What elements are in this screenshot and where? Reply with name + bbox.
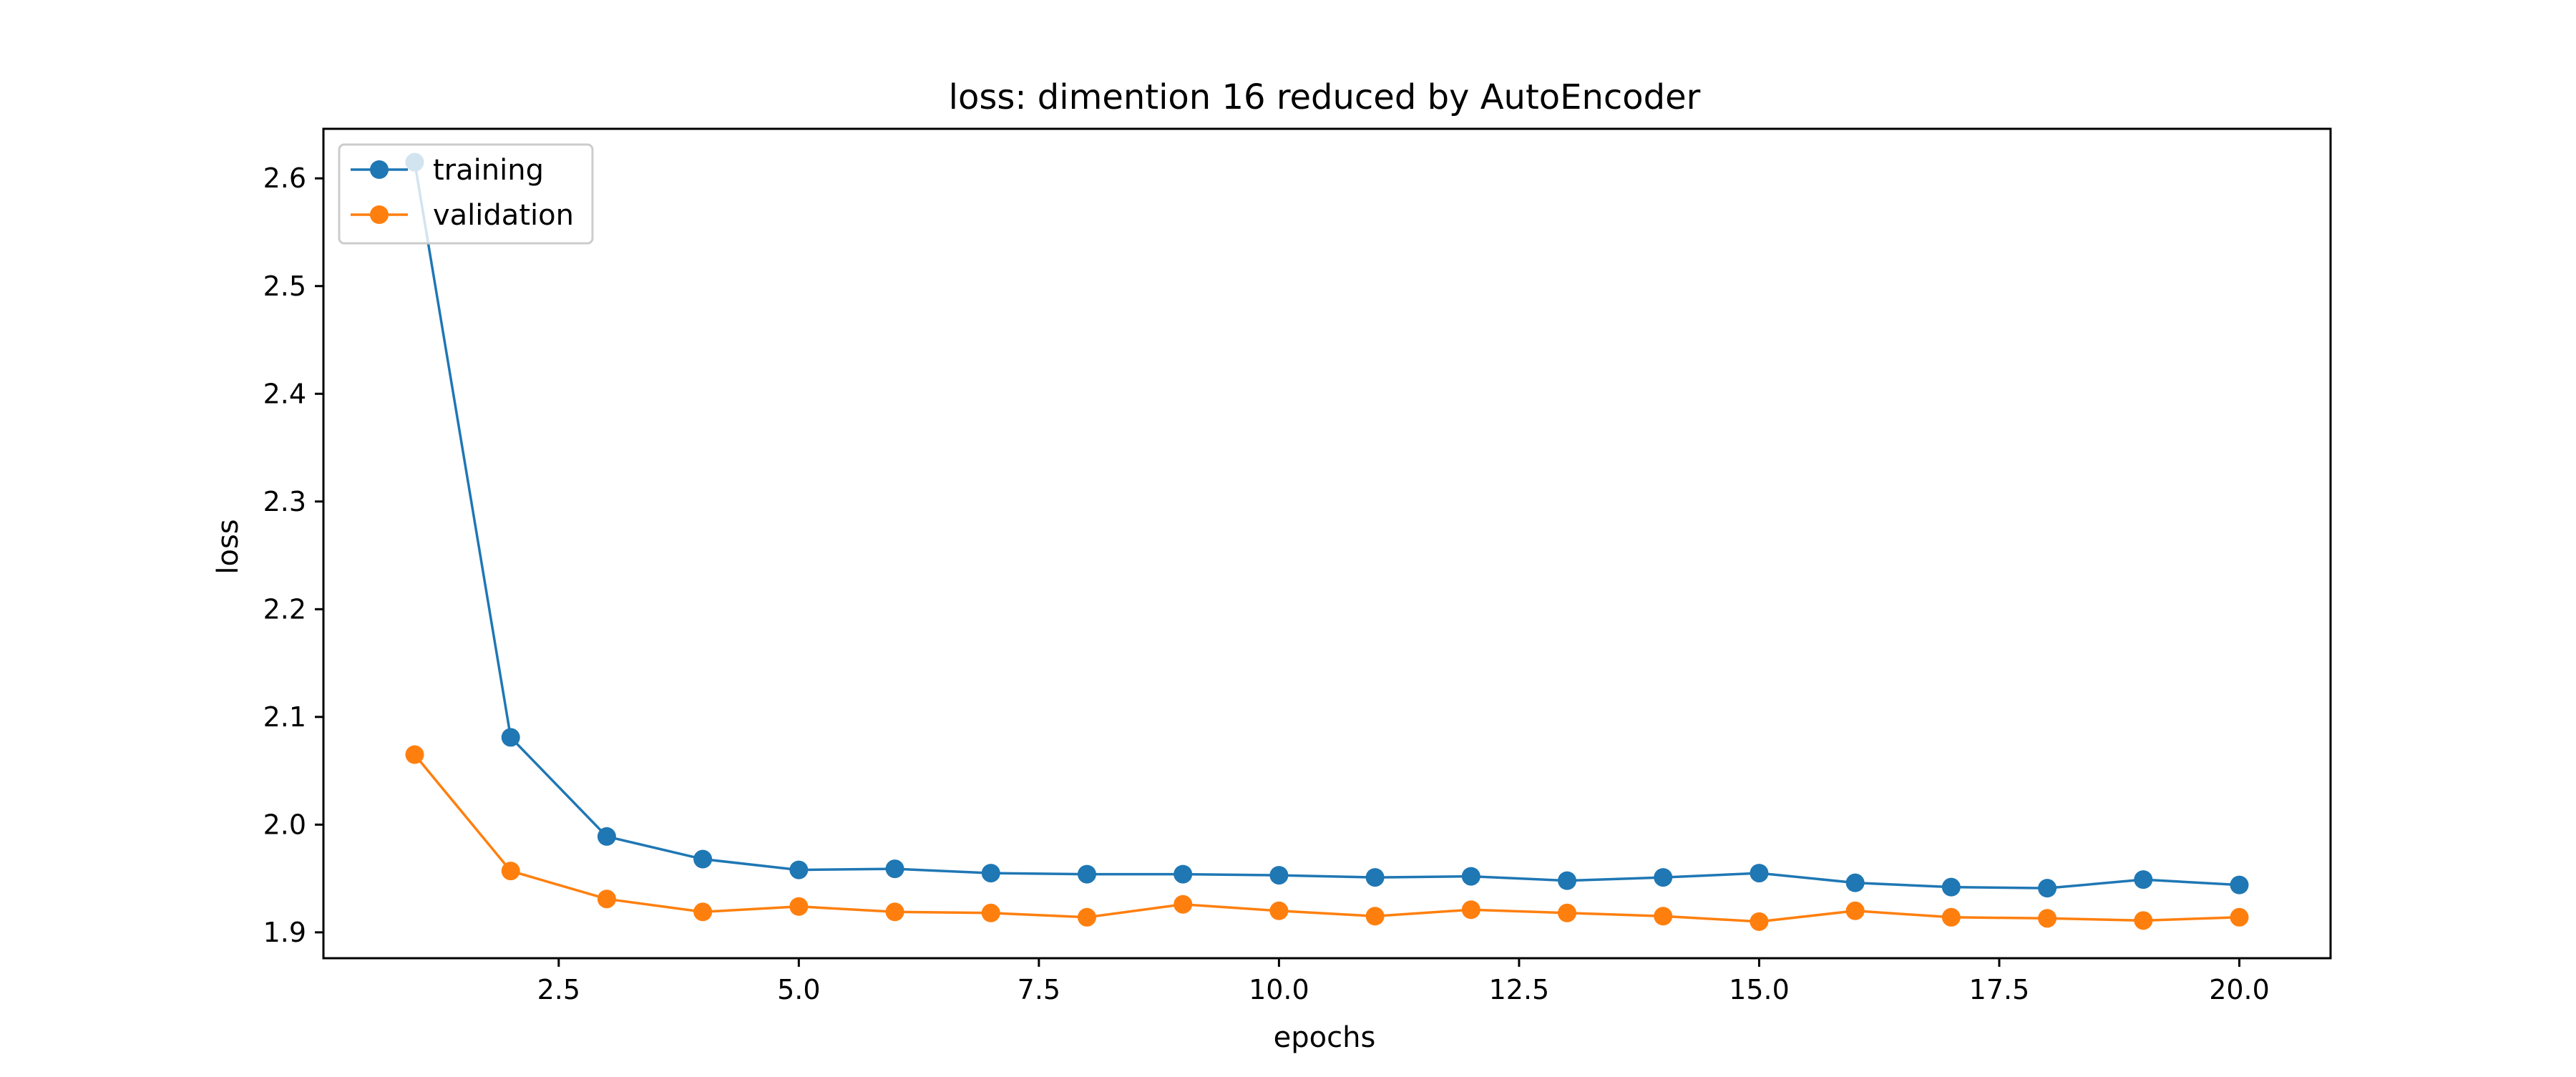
legend-marker-swatch <box>370 205 389 224</box>
data-point-validation <box>1461 900 1480 920</box>
data-point-training <box>2038 879 2057 898</box>
y-tick-label: 2.1 <box>263 701 306 733</box>
data-point-training <box>1269 866 1289 885</box>
series-line-validation <box>414 754 2240 923</box>
data-point-training <box>1654 868 1673 887</box>
x-tick-label: 5.0 <box>777 974 820 1005</box>
data-point-validation <box>1269 901 1289 920</box>
x-tick-label: 7.5 <box>1018 974 1060 1005</box>
x-tick-label: 2.5 <box>537 974 580 1005</box>
data-point-validation <box>597 890 616 909</box>
y-tick-label: 2.6 <box>263 162 306 194</box>
data-point-validation <box>1654 907 1673 926</box>
data-point-training <box>597 827 616 846</box>
plot-area-frame <box>322 127 2332 960</box>
data-point-validation <box>1941 907 1961 927</box>
x-tick-label: 10.0 <box>1249 974 1309 1005</box>
x-axis-label: epochs <box>1274 1021 1376 1054</box>
x-tick-label: 12.5 <box>1489 974 1550 1005</box>
data-point-validation <box>501 862 520 881</box>
series-validation <box>405 745 2249 931</box>
x-tick-label: 20.0 <box>2209 974 2270 1005</box>
data-point-validation <box>693 902 713 922</box>
data-point-validation <box>405 745 424 764</box>
data-point-validation <box>2134 911 2153 930</box>
y-axis-ticks: 1.9 2.0 2.1 2.2 2.3 2.4 2.5 2.6 <box>263 162 323 948</box>
data-point-validation <box>1845 901 1865 920</box>
legend-label: validation <box>433 199 574 232</box>
legend-item-training: training <box>351 154 544 187</box>
chart-title: loss: dimention 16 reduced by AutoEncode… <box>949 77 1701 117</box>
data-point-validation <box>1174 895 1193 914</box>
data-point-training <box>1845 873 1865 892</box>
y-axis-label: loss <box>212 519 245 574</box>
data-point-training <box>789 860 809 879</box>
y-tick-label: 2.3 <box>263 486 306 517</box>
data-point-training <box>1174 864 1193 884</box>
legend-label: training <box>433 154 544 187</box>
data-point-validation <box>1558 903 1577 922</box>
legend-item-validation: validation <box>351 199 574 232</box>
data-point-training <box>981 864 1000 883</box>
data-point-training <box>1750 864 1769 883</box>
x-tick-label: 15.0 <box>1729 974 1790 1005</box>
data-point-validation <box>981 903 1000 922</box>
data-point-validation <box>2038 909 2057 928</box>
data-point-validation <box>885 902 904 922</box>
data-point-validation <box>2230 907 2249 927</box>
legend-items: training validation <box>351 154 574 232</box>
data-point-training <box>1365 868 1385 887</box>
y-tick-label: 2.2 <box>263 593 306 625</box>
data-point-validation <box>789 897 809 916</box>
y-tick-label: 1.9 <box>263 917 306 948</box>
series-line-training <box>413 162 2240 890</box>
data-point-validation <box>1365 907 1385 926</box>
data-point-training <box>693 849 713 869</box>
x-axis-ticks: 2.5 5.0 7.5 10.0 12.5 15.0 17.5 20.0 <box>537 958 2270 1005</box>
data-point-validation <box>1077 907 1096 927</box>
data-point-training <box>501 728 520 747</box>
legend-marker-swatch <box>370 160 389 179</box>
data-point-training <box>2230 875 2249 895</box>
data-point-training <box>885 859 904 879</box>
data-point-training <box>1077 864 1096 884</box>
data-point-training <box>1461 867 1480 886</box>
legend: training validation <box>338 143 594 245</box>
y-tick-label: 2.4 <box>263 378 306 409</box>
x-tick-label: 17.5 <box>1969 974 2030 1005</box>
data-point-training <box>1941 877 1961 897</box>
y-tick-label: 2.0 <box>263 809 306 840</box>
data-point-training <box>1558 871 1577 890</box>
data-point-validation <box>1750 912 1769 931</box>
y-tick-label: 2.5 <box>263 271 306 302</box>
data-point-training <box>2134 870 2153 890</box>
